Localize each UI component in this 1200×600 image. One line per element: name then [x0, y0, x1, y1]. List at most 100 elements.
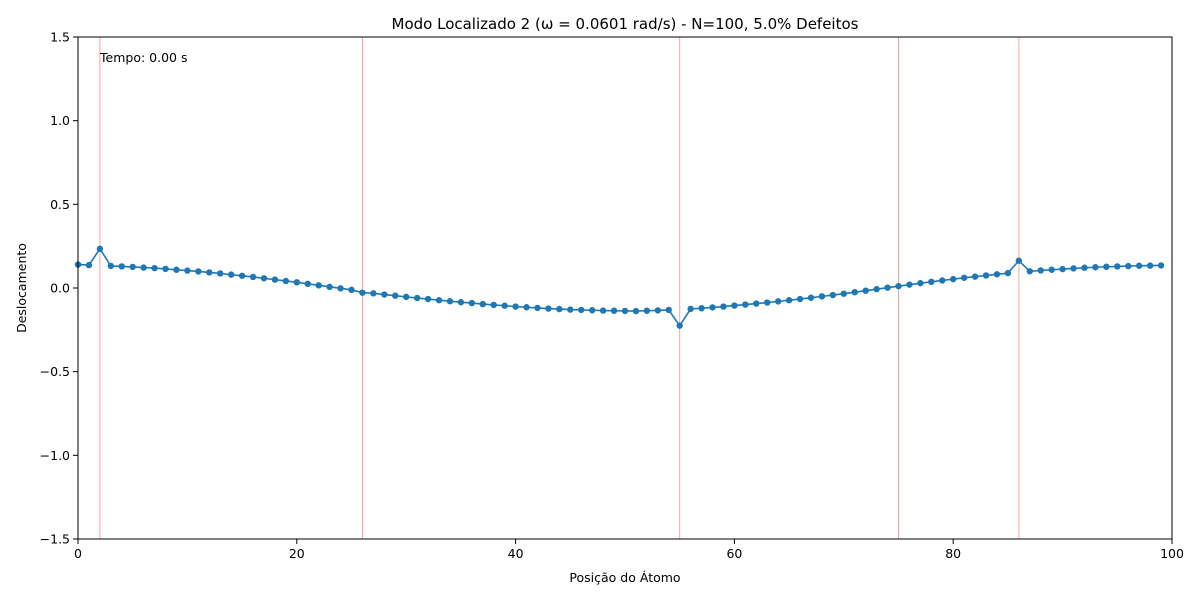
data-point	[326, 283, 333, 291]
data-point	[829, 291, 837, 299]
x-tick-label: 60	[726, 546, 742, 561]
data-point	[96, 245, 104, 253]
y-tick-label: 1.0	[50, 113, 70, 128]
data-point	[545, 305, 552, 312]
data-point	[698, 305, 705, 312]
data-point	[895, 282, 902, 290]
data-point	[107, 262, 115, 270]
data-point	[818, 293, 826, 300]
data-point	[446, 298, 454, 305]
x-tick-label: 80	[945, 546, 961, 561]
data-point	[217, 270, 224, 277]
x-tick-label: 40	[508, 546, 524, 561]
data-point	[337, 285, 344, 292]
data-point	[403, 293, 410, 301]
data-point	[1004, 269, 1012, 277]
data-point	[304, 280, 311, 288]
data-point	[227, 271, 235, 278]
data-point	[960, 274, 968, 281]
data-point	[807, 294, 815, 301]
y-tick-label: −0.5	[40, 364, 70, 379]
data-point	[1146, 262, 1154, 269]
time-annotation: Tempo: 0.00 s	[99, 50, 187, 65]
data-point	[873, 285, 880, 293]
y-axis-ticks: −1.5 −1.0 −0.5 0.0 0.5 1.0 1.5	[40, 30, 78, 547]
y-tick-label: 0.0	[50, 281, 70, 296]
data-point	[1092, 264, 1099, 271]
data-point	[720, 303, 727, 310]
data-point	[840, 290, 847, 297]
data-point	[151, 264, 158, 272]
y-tick-label: −1.5	[40, 532, 70, 547]
data-point	[971, 273, 979, 280]
data-point	[709, 304, 716, 311]
data-point	[162, 265, 169, 273]
defect-markers	[99, 37, 1020, 539]
y-tick-label: 0.5	[50, 197, 70, 212]
data-point	[1070, 265, 1077, 272]
data-point	[206, 269, 213, 276]
data-point	[195, 268, 202, 275]
data-point	[249, 273, 257, 281]
data-point	[578, 306, 585, 314]
data-point	[950, 275, 957, 283]
data-point	[271, 276, 279, 283]
data-point	[282, 277, 290, 285]
data-point	[654, 307, 662, 314]
data-point	[621, 307, 629, 315]
data-point	[413, 294, 421, 302]
data-point	[753, 300, 760, 307]
data-point	[523, 304, 530, 311]
data-point	[1015, 257, 1023, 264]
data-point	[643, 307, 651, 314]
data-point	[610, 307, 618, 314]
data-point	[665, 306, 672, 314]
series-group	[74, 245, 1165, 329]
data-point	[184, 267, 191, 274]
data-point	[1048, 266, 1055, 273]
data-point	[731, 302, 738, 309]
data-point	[424, 295, 432, 303]
y-axis-title: Deslocamento	[14, 243, 29, 333]
data-point	[370, 290, 377, 297]
data-point	[1059, 265, 1066, 273]
data-point	[862, 287, 869, 294]
data-point	[742, 301, 749, 308]
data-point	[238, 272, 246, 279]
data-point	[468, 299, 476, 307]
data-point	[588, 307, 596, 314]
data-point	[293, 279, 300, 286]
data-point	[490, 301, 497, 309]
data-point	[687, 305, 694, 313]
series-line	[77, 247, 1162, 328]
data-point	[501, 302, 508, 309]
data-point	[392, 292, 399, 299]
data-point	[260, 275, 268, 282]
data-point	[359, 289, 366, 296]
data-point	[85, 261, 93, 269]
data-point	[851, 288, 858, 296]
data-point	[993, 271, 1001, 278]
data-point	[1037, 267, 1044, 274]
data-point	[796, 295, 804, 303]
data-point	[457, 299, 465, 306]
data-point	[884, 284, 891, 291]
data-point	[599, 307, 607, 314]
x-tick-label: 20	[289, 546, 305, 561]
data-point	[928, 278, 935, 286]
data-point	[1114, 263, 1121, 270]
data-point	[1135, 262, 1143, 269]
data-point	[982, 272, 990, 279]
data-point	[381, 291, 388, 298]
chart-title: Modo Localizado 2 (ω = 0.0601 rad/s) - N…	[392, 15, 859, 33]
data-point	[1103, 263, 1110, 270]
data-point	[764, 299, 771, 306]
data-point	[632, 307, 640, 315]
data-point	[917, 279, 924, 287]
data-point	[1081, 264, 1088, 271]
data-point	[906, 281, 913, 288]
x-axis-ticks: 0 20 40 60 80 100	[74, 539, 1184, 561]
data-point	[479, 300, 486, 308]
